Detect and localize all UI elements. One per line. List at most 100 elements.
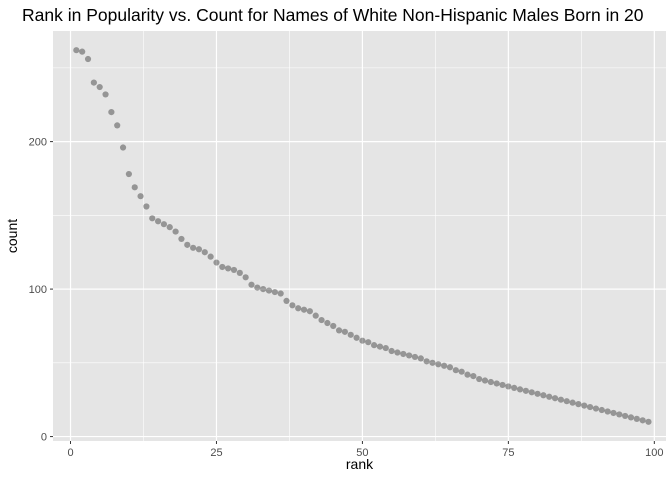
data-point bbox=[406, 352, 413, 359]
data-point bbox=[178, 235, 185, 243]
y-tick-label: 0 bbox=[41, 432, 47, 444]
data-point bbox=[335, 327, 343, 334]
data-point bbox=[131, 184, 138, 191]
data-point bbox=[627, 414, 635, 421]
plot-panel bbox=[53, 31, 666, 441]
data-point bbox=[324, 319, 331, 327]
data-point bbox=[166, 224, 173, 231]
data-point bbox=[499, 381, 506, 389]
data-point bbox=[125, 170, 132, 178]
data-point bbox=[365, 339, 372, 346]
data-point bbox=[318, 316, 325, 324]
x-tick-label: 75 bbox=[502, 447, 514, 459]
data-point bbox=[598, 406, 605, 414]
data-point bbox=[108, 109, 115, 116]
data-point bbox=[271, 288, 278, 296]
data-point bbox=[645, 418, 652, 425]
data-point bbox=[557, 396, 565, 403]
data-point bbox=[230, 266, 238, 274]
data-point bbox=[563, 398, 570, 405]
data-point bbox=[248, 281, 255, 288]
data-point bbox=[359, 337, 366, 344]
data-point bbox=[622, 412, 629, 420]
x-axis-label: rank bbox=[346, 456, 374, 472]
data-point bbox=[312, 312, 319, 319]
data-point bbox=[481, 377, 489, 384]
data-point bbox=[417, 355, 424, 362]
data-point bbox=[394, 349, 401, 356]
data-point bbox=[265, 287, 273, 294]
data-point bbox=[225, 265, 232, 272]
data-point bbox=[464, 371, 471, 378]
data-point bbox=[441, 362, 448, 369]
data-point bbox=[289, 302, 296, 309]
data-point bbox=[143, 203, 150, 210]
y-tick-label: 200 bbox=[29, 137, 47, 149]
data-point bbox=[137, 193, 144, 200]
minor-gridlines bbox=[53, 31, 666, 441]
data-point bbox=[184, 241, 191, 248]
data-point bbox=[242, 274, 249, 281]
data-point bbox=[201, 249, 208, 256]
data-point bbox=[254, 284, 261, 291]
data-point bbox=[592, 405, 600, 412]
y-tick-label: 100 bbox=[29, 284, 47, 296]
data-point bbox=[102, 91, 109, 98]
data-point bbox=[160, 221, 168, 228]
chart-title: Rank in Popularity vs. Count for Names o… bbox=[22, 5, 644, 25]
data-point bbox=[551, 395, 559, 402]
data-point bbox=[476, 375, 483, 383]
y-axis-ticks: 0 100 200 bbox=[29, 137, 53, 444]
data-point bbox=[616, 411, 623, 418]
data-point bbox=[516, 386, 524, 393]
data-point bbox=[236, 269, 243, 276]
data-point bbox=[511, 384, 518, 392]
data-point bbox=[534, 390, 541, 397]
data-point bbox=[195, 246, 203, 253]
data-point bbox=[604, 408, 611, 415]
data-point bbox=[388, 347, 395, 355]
data-point bbox=[429, 359, 436, 366]
data-point bbox=[347, 331, 354, 338]
data-point bbox=[458, 368, 465, 375]
data-point bbox=[330, 322, 337, 330]
data-point bbox=[96, 83, 103, 91]
data-point bbox=[219, 263, 226, 271]
data-point bbox=[452, 367, 459, 374]
data-point bbox=[435, 361, 442, 368]
data-point bbox=[84, 55, 92, 63]
data-point bbox=[423, 358, 430, 365]
data-point bbox=[487, 378, 494, 386]
data-point bbox=[546, 393, 553, 400]
data-points bbox=[73, 47, 652, 425]
x-tick-label: 100 bbox=[645, 447, 663, 459]
data-point bbox=[370, 342, 378, 349]
data-point bbox=[540, 392, 547, 399]
x-tick-label: 0 bbox=[67, 447, 73, 459]
data-point bbox=[277, 290, 284, 297]
data-point bbox=[587, 403, 594, 411]
data-point bbox=[522, 387, 529, 394]
data-point bbox=[528, 389, 535, 396]
y-axis-label: count bbox=[4, 219, 20, 253]
data-point bbox=[382, 344, 389, 352]
data-point bbox=[90, 79, 97, 86]
data-point bbox=[114, 122, 121, 129]
data-point bbox=[569, 399, 576, 406]
data-point bbox=[172, 228, 179, 235]
data-point bbox=[260, 285, 267, 293]
x-axis-ticks: 0 25 50 75 100 bbox=[67, 441, 664, 459]
data-point bbox=[295, 305, 302, 312]
data-point bbox=[505, 383, 512, 390]
data-point bbox=[376, 343, 384, 350]
data-point bbox=[149, 215, 156, 222]
major-gridlines bbox=[53, 31, 666, 441]
x-tick-label: 25 bbox=[210, 447, 222, 459]
data-point bbox=[79, 48, 86, 55]
data-point bbox=[73, 47, 80, 54]
data-point bbox=[633, 415, 640, 422]
data-point bbox=[306, 308, 313, 315]
data-point bbox=[493, 380, 500, 387]
data-point bbox=[283, 297, 290, 304]
